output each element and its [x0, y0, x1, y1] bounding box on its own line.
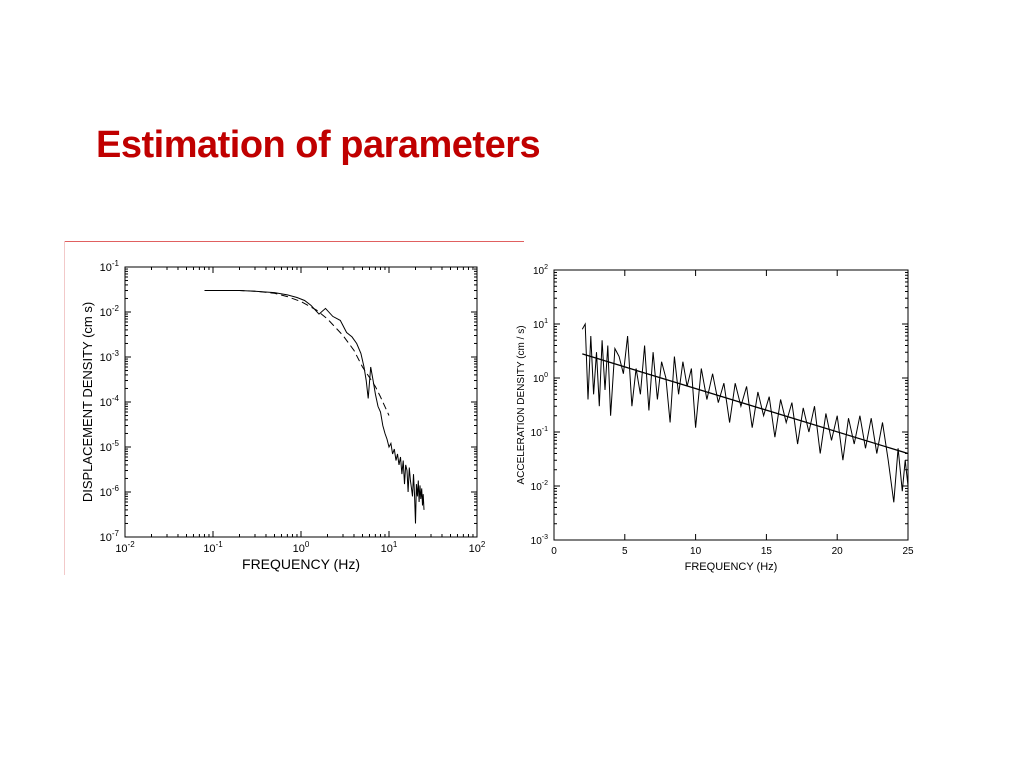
y-tick-label: 10-1: [100, 259, 120, 274]
y-tick-label: 10-2: [100, 304, 120, 319]
y-tick-label: 10-5: [100, 439, 120, 454]
y-tick-label: 10-1: [531, 426, 548, 439]
plot-frame: [553, 269, 909, 541]
x-tick-label: 15: [761, 546, 773, 557]
y-tick-label: 102: [533, 264, 548, 277]
y-axis-label: DISPLACEMENT DENSITY (cm s): [80, 302, 95, 502]
figure-left-edge: [64, 241, 65, 575]
x-tick-label: 10-2: [115, 540, 135, 555]
y-tick-label: 10-2: [531, 480, 548, 493]
x-tick-label: 10: [690, 546, 702, 557]
x-tick-label: 101: [381, 540, 398, 555]
figure-top-rule: [64, 241, 524, 242]
x-tick-label: 102: [469, 540, 486, 555]
series-line-1: [581, 322, 909, 503]
series-line-1: [204, 290, 425, 524]
x-axis-label: FREQUENCY (Hz): [242, 556, 360, 572]
y-axis-label: ACCELERATION DENSITY (cm / s): [516, 325, 527, 484]
y-tick-label: 101: [533, 318, 548, 331]
y-tick-label: 10-4: [100, 394, 120, 409]
series-line-2: [204, 290, 390, 416]
y-tick-label: 10-7: [100, 529, 120, 544]
x-tick-label: 10-1: [203, 540, 223, 555]
x-tick-label: 25: [902, 546, 914, 557]
y-tick-label: 10-3: [100, 349, 120, 364]
x-tick-label: 20: [832, 546, 844, 557]
slide-title: Estimation of parameters: [96, 124, 541, 166]
y-tick-label: 10-3: [531, 534, 548, 547]
x-axis-label: FREQUENCY (Hz): [685, 561, 778, 573]
x-tick-label: 100: [293, 540, 310, 555]
y-tick-label: 10-6: [100, 484, 120, 499]
x-tick-label: 0: [551, 546, 557, 557]
y-tick-label: 100: [533, 372, 548, 385]
x-tick-label: 5: [622, 546, 628, 557]
series-line-2: [582, 353, 909, 455]
